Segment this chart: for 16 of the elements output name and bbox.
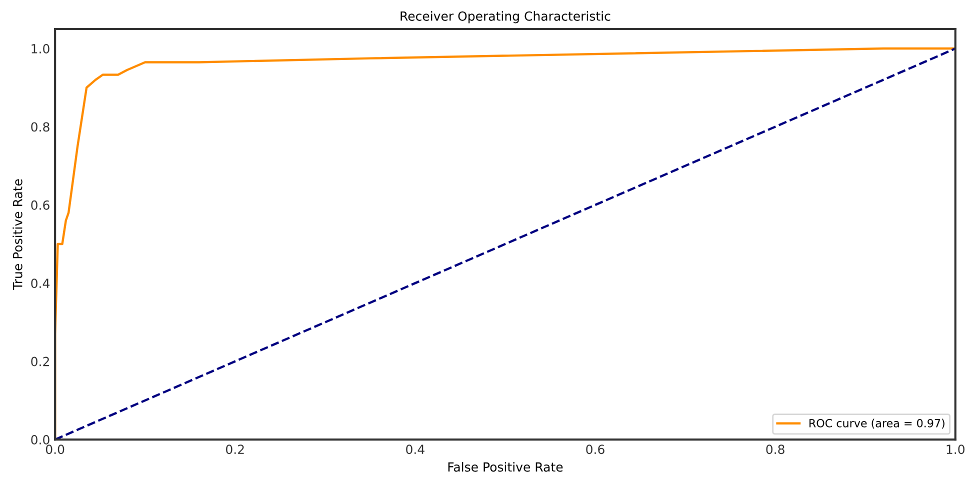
y-axis-title: True Positive Rate: [12, 179, 22, 290]
y-tick-label: 1.0: [32, 44, 50, 54]
x-tick-label: 1.0: [946, 444, 964, 454]
y-tick-label: 0.8: [31, 122, 50, 132]
x-axis-title: False Positive Rate: [448, 462, 563, 472]
legend-label: ROC curve (area = 0.97): [809, 418, 944, 429]
chart-title: Receiver Operating Characteristic: [400, 11, 610, 24]
y-tick-label: 0.4: [31, 278, 50, 288]
x-tick-label: 0.6: [586, 444, 604, 454]
x-tick-label: 0.4: [406, 444, 424, 454]
x-tick-label: 0.8: [766, 444, 784, 454]
x-tick-label: 0.2: [226, 444, 244, 454]
y-tick-label: 0.2: [31, 356, 49, 366]
y-tick-label: 0.6: [31, 200, 50, 210]
y-tick-label: 0.0: [31, 435, 50, 444]
x-tick-label: 0.0: [46, 444, 64, 454]
